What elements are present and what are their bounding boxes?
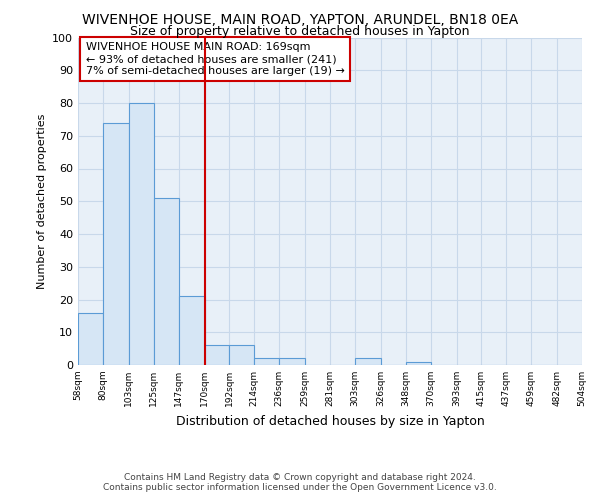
Bar	[129, 103, 154, 365]
Text: Size of property relative to detached houses in Yapton: Size of property relative to detached ho…	[130, 25, 470, 38]
Bar	[179, 296, 205, 365]
Bar	[78, 312, 103, 365]
Bar	[279, 358, 305, 365]
Bar	[254, 358, 279, 365]
Bar	[406, 362, 431, 365]
Bar	[355, 358, 381, 365]
Text: Contains HM Land Registry data © Crown copyright and database right 2024.
Contai: Contains HM Land Registry data © Crown c…	[103, 473, 497, 492]
Bar	[229, 346, 254, 365]
X-axis label: Distribution of detached houses by size in Yapton: Distribution of detached houses by size …	[176, 414, 484, 428]
Text: WIVENHOE HOUSE MAIN ROAD: 169sqm
← 93% of detached houses are smaller (241)
7% o: WIVENHOE HOUSE MAIN ROAD: 169sqm ← 93% o…	[86, 42, 344, 76]
Bar	[205, 346, 229, 365]
Text: WIVENHOE HOUSE, MAIN ROAD, YAPTON, ARUNDEL, BN18 0EA: WIVENHOE HOUSE, MAIN ROAD, YAPTON, ARUND…	[82, 12, 518, 26]
Bar	[154, 198, 179, 365]
Bar	[103, 122, 129, 365]
Y-axis label: Number of detached properties: Number of detached properties	[37, 114, 47, 289]
